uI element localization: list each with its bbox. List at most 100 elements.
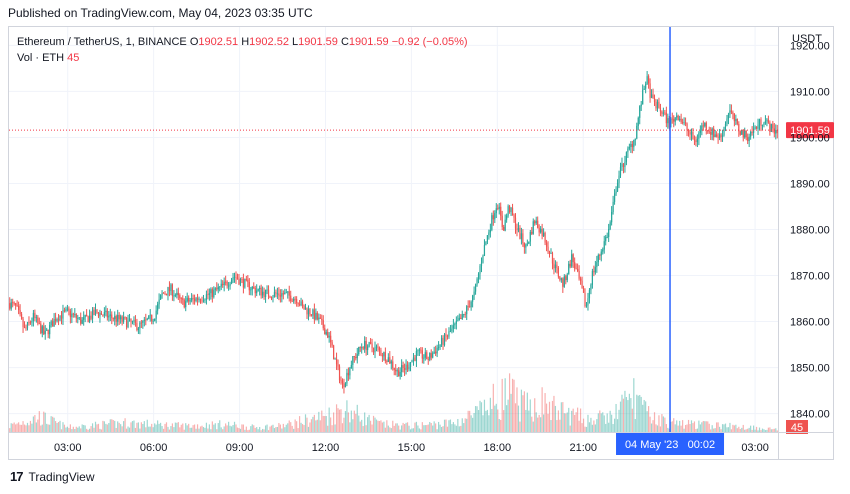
volume-bar [34, 415, 36, 432]
candle-body [96, 309, 98, 313]
candle-body [545, 242, 548, 247]
candle-body [757, 124, 759, 129]
volume-bar [497, 409, 499, 432]
volume-bar [229, 425, 231, 432]
candle-body [411, 360, 413, 363]
candle-body [293, 298, 295, 302]
candle-body [560, 278, 562, 280]
volume-bar [752, 425, 755, 432]
volume-bar [371, 424, 373, 432]
candle-body [174, 295, 176, 297]
candle-body [631, 143, 633, 148]
candle-body [273, 292, 276, 297]
volume-bar [26, 422, 29, 432]
volume-bar [479, 400, 481, 432]
candle-body [748, 136, 750, 142]
volume-bar [480, 402, 483, 432]
volume-bar [60, 429, 63, 432]
volume-bar [451, 424, 453, 432]
volume-bar [273, 428, 276, 432]
volume-bar [735, 424, 737, 432]
candle-body [775, 129, 777, 134]
candle-body [704, 122, 706, 127]
candle-body [655, 101, 657, 109]
volume-bar [504, 378, 506, 432]
volume-bar [523, 391, 525, 432]
candle-body [559, 276, 561, 280]
candle-body [229, 283, 231, 286]
volume-bar [529, 399, 531, 432]
volume-bar [744, 429, 746, 432]
volume-bar [528, 410, 530, 432]
volume-bar [584, 426, 586, 432]
volume-bar [359, 421, 361, 432]
candle-body [650, 94, 653, 98]
volume-bar [68, 427, 70, 432]
volume-bar [755, 426, 758, 432]
candle-body [285, 292, 287, 294]
candle-body [630, 143, 632, 147]
volume-bar [498, 419, 500, 432]
candle-body [149, 314, 151, 316]
volume-bar [463, 423, 465, 432]
candle-body [693, 139, 696, 141]
volume-bar [378, 421, 381, 432]
candle-body [124, 317, 126, 318]
volume-bar [173, 427, 175, 432]
volume-bar [696, 428, 699, 432]
candle-body [281, 293, 283, 297]
candle-body [201, 300, 203, 302]
volume-bar [296, 421, 298, 432]
volume-bar [772, 429, 774, 432]
candle-body [507, 206, 509, 216]
candle-body [120, 316, 122, 320]
candle-body [20, 314, 23, 319]
volume-bar [152, 427, 154, 432]
candle-body [131, 321, 134, 323]
candle-body [414, 357, 416, 361]
candle-body [723, 127, 725, 136]
volume-bar [142, 423, 144, 432]
volume-bar [420, 429, 422, 432]
volume-bar [16, 423, 18, 432]
volume-bar [705, 421, 707, 432]
candle-body [322, 320, 324, 329]
volume-bar [74, 429, 76, 432]
volume-bar [319, 420, 321, 432]
volume-bar [714, 428, 716, 432]
volume-label[interactable]: Vol · ETH [17, 52, 65, 64]
volume-bar [548, 401, 551, 432]
volume-bar [469, 410, 471, 432]
candle-body [387, 357, 389, 362]
candle-body [390, 361, 392, 364]
candle-body [80, 317, 82, 324]
candle-body [590, 284, 592, 291]
candle-body [260, 287, 262, 296]
volume-bar [526, 392, 528, 432]
candle-body [57, 318, 60, 321]
symbol-name[interactable]: Ethereum / TetherUS, 1, BINANCE [17, 36, 187, 48]
volume-bar [406, 422, 409, 432]
volume-bar [253, 425, 255, 432]
volume-bar [390, 428, 392, 432]
volume-bar [579, 408, 582, 432]
volume-bar [659, 426, 662, 432]
volume-bar [94, 421, 97, 432]
candle-body [648, 76, 650, 84]
candle-body [284, 292, 286, 295]
candle-body [105, 310, 107, 313]
volume-bar [78, 426, 80, 432]
candle-body [139, 322, 141, 329]
chart-frame[interactable] [8, 26, 834, 460]
volume-bar [52, 416, 54, 432]
candle-body [621, 163, 623, 168]
volume-bar [432, 425, 434, 432]
candle-body [609, 222, 611, 230]
candle-body [713, 128, 715, 138]
candle-body [365, 340, 367, 351]
volume-bar [721, 424, 724, 432]
candle-body [369, 342, 372, 344]
volume-bar [541, 387, 543, 432]
volume-bar [251, 424, 253, 432]
